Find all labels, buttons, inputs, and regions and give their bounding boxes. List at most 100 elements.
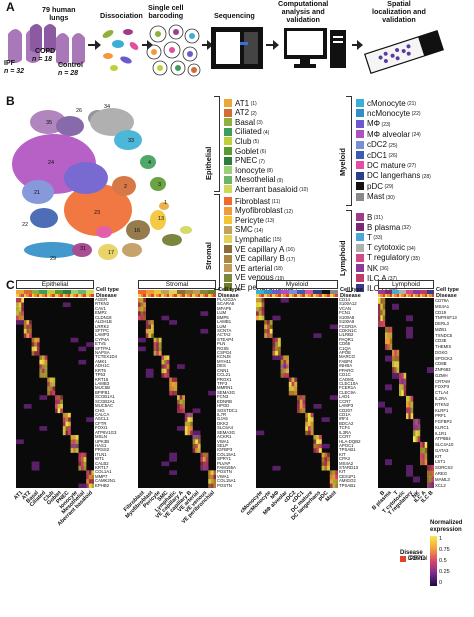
legend-item: MΦ (23) bbox=[356, 119, 390, 129]
celltype-bar-segment bbox=[184, 290, 193, 294]
legend-number: (23) bbox=[381, 121, 391, 128]
celltype-bar bbox=[138, 290, 216, 294]
heatmap-matrix bbox=[256, 298, 338, 488]
disease-bar-segment bbox=[321, 294, 325, 297]
disease-bar-segment bbox=[91, 294, 94, 297]
group-ipf-label: IPF bbox=[4, 60, 15, 67]
barcoding-droplets-icon bbox=[146, 24, 201, 77]
gene-labels: CD14 S100A12 VCAN FCN1 S100A8 S100A9 FCG… bbox=[339, 297, 361, 488]
svg-text:33: 33 bbox=[128, 138, 134, 144]
disease-bar-segment bbox=[169, 294, 172, 297]
legend-item: ncMonocyte (22) bbox=[356, 108, 421, 118]
legend-title-myeloid: Myeloid bbox=[338, 148, 347, 176]
celltype-bar-segment bbox=[200, 290, 209, 294]
legend-item: VE arterial (18) bbox=[224, 263, 283, 273]
legend-item: Ionocyte (8) bbox=[224, 165, 273, 175]
disease-bar-segment bbox=[313, 294, 317, 297]
legend-number: (16) bbox=[285, 247, 295, 253]
disease-ipf: IPF bbox=[400, 556, 417, 562]
disease-bar-segment bbox=[54, 294, 58, 297]
legend-item: ILC A(37) bbox=[356, 273, 397, 283]
legend-number: (15) bbox=[272, 237, 282, 244]
legend-number: (6) bbox=[260, 149, 267, 155]
disease-bar-segment bbox=[49, 294, 53, 297]
svg-text:21: 21 bbox=[34, 190, 40, 196]
svg-text:13: 13 bbox=[158, 216, 164, 222]
disease-bar-segment bbox=[148, 294, 151, 297]
legend-number: (4) bbox=[263, 129, 270, 136]
disease-bar-segment bbox=[88, 294, 92, 297]
disease-bar-segment bbox=[179, 294, 183, 297]
scale-tick-1: 1 bbox=[439, 536, 443, 542]
disease-bar-segment bbox=[28, 294, 32, 297]
scale-tick-05: 0.5 bbox=[439, 558, 447, 564]
celltype-bar-segment bbox=[297, 290, 306, 294]
legend-item: DC mature (27) bbox=[356, 160, 416, 170]
legend-swatch bbox=[356, 192, 364, 201]
disease-bar-segment bbox=[266, 294, 270, 297]
legend-item: cDC2 (25) bbox=[356, 140, 397, 150]
legend-label: ILC B bbox=[367, 283, 388, 293]
legend-number: (22) bbox=[411, 111, 421, 118]
svg-text:3: 3 bbox=[158, 182, 161, 188]
legend-label: SMC bbox=[235, 225, 253, 235]
color-scale-title: Normalized expression bbox=[430, 520, 463, 533]
disease-bar-segment bbox=[202, 294, 206, 297]
legend-swatch bbox=[224, 216, 232, 225]
celltype-bar-segment bbox=[62, 290, 71, 294]
celltype-bar-segment bbox=[169, 290, 177, 294]
disease-bar-segment bbox=[258, 294, 262, 297]
disease-bar-segment bbox=[316, 294, 319, 297]
celltype-row-label: Cell type bbox=[218, 287, 241, 293]
lungs-icon bbox=[8, 24, 85, 65]
disease-bar-segment bbox=[44, 294, 48, 297]
legend-label: T cytotoxic bbox=[367, 243, 406, 253]
legend-item: NK (36) bbox=[356, 263, 389, 273]
legend-number: (12) bbox=[284, 208, 293, 215]
legend-label: Myofibroblast bbox=[235, 206, 283, 216]
legend-label: Basal bbox=[235, 117, 256, 127]
disease-bar-segment bbox=[396, 294, 399, 297]
legend-label: DC langerhans bbox=[367, 171, 421, 181]
disease-bar-segment bbox=[299, 294, 303, 297]
legend-number: (30) bbox=[385, 194, 395, 201]
legend-number: (18) bbox=[273, 266, 283, 273]
legend-item: Myofibroblast (12) bbox=[224, 206, 293, 216]
legend-label: Mesothelial bbox=[235, 175, 276, 185]
disease-bar-segment bbox=[213, 294, 216, 297]
legend-label: Fibroblast bbox=[235, 196, 271, 206]
disease-bar-segment bbox=[307, 294, 311, 297]
legend-swatch bbox=[356, 140, 364, 149]
legend-label: T bbox=[367, 232, 372, 242]
disease-bar-segment bbox=[18, 294, 22, 297]
disease-bar bbox=[256, 294, 339, 297]
disease-bar-segment bbox=[208, 294, 211, 297]
legend-item: Fibroblast (11) bbox=[224, 196, 280, 206]
disease-bar-segment bbox=[187, 294, 190, 297]
step-dissociation-label: Dissociation bbox=[100, 11, 143, 20]
legend-swatch bbox=[224, 206, 232, 215]
legend-box-epithelial bbox=[214, 96, 220, 192]
legend-item: T (33) bbox=[356, 232, 382, 242]
computer-icon bbox=[284, 28, 346, 68]
legend-swatch bbox=[356, 213, 364, 221]
legend-label: DC mature bbox=[367, 160, 406, 170]
legend-swatch bbox=[356, 99, 364, 107]
celltype-bar bbox=[256, 290, 339, 294]
scale-tick-025: 0.25 bbox=[439, 569, 450, 575]
disease-bar-segment bbox=[70, 294, 74, 297]
celltype-bar-segment bbox=[321, 290, 330, 294]
legend-swatch bbox=[356, 119, 364, 128]
legend-swatch bbox=[224, 273, 232, 282]
svg-text:17: 17 bbox=[108, 250, 114, 256]
legend-title-lymphoid: Lymphoid bbox=[338, 240, 347, 276]
disease-bar-segment bbox=[378, 294, 381, 297]
step-sequencing-label: Sequencing bbox=[214, 11, 255, 20]
legend-label: MΦ alveolar bbox=[367, 129, 411, 139]
celltype-bar-segment bbox=[406, 290, 413, 294]
legend-label: Lymphatic bbox=[235, 234, 272, 244]
disease-bar-segment bbox=[26, 294, 29, 297]
disease-bar-segment bbox=[318, 294, 322, 297]
legend-number: (28) bbox=[421, 173, 431, 180]
disease-bar bbox=[378, 294, 434, 297]
